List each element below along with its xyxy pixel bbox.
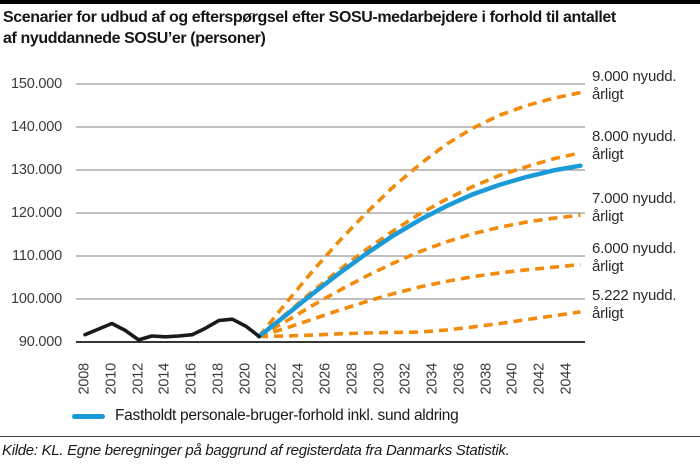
x-axis-label: 2018 xyxy=(210,363,227,395)
x-axis-label: 2016 xyxy=(183,363,200,395)
scenario-label-nyudd-5222: 5.222 nyudd. årligt xyxy=(592,286,677,322)
x-axis-label: 2040 xyxy=(504,363,521,395)
series-nyudd-7000 xyxy=(258,213,581,338)
top-rule xyxy=(0,0,700,4)
chart-title-line2: af nyuddannede SOSU’er (personer) xyxy=(3,30,266,47)
x-axis-label: 2032 xyxy=(397,363,414,395)
y-axis-label: 150.000 xyxy=(10,76,62,92)
y-axis-label: 120.000 xyxy=(10,205,62,221)
series-nyudd-5222 xyxy=(259,310,581,339)
y-axis-label: 90.000 xyxy=(18,334,62,350)
x-axis-label: 2030 xyxy=(371,363,388,395)
x-axis-label: 2020 xyxy=(237,363,254,395)
y-axis-label: 130.000 xyxy=(10,162,62,178)
source-note: Kilde: KL. Egne beregninger på baggrund … xyxy=(2,442,510,459)
x-axis-label: 2012 xyxy=(130,363,147,395)
legend-label: Fastholdt personale-bruger-forhold inkl.… xyxy=(115,407,459,424)
scenario-label-nyudd-7000: 7.000 nyudd. årligt xyxy=(592,190,677,226)
x-axis-label: 2028 xyxy=(344,363,361,395)
x-axis-label: 2038 xyxy=(478,363,495,395)
x-axis-label: 2022 xyxy=(263,363,280,395)
chart-title: Scenarier for udbud af og efterspørgsel … xyxy=(3,7,700,49)
x-axis-label: 2010 xyxy=(103,363,120,395)
scenario-label-nyudd-9000: 9.000 nyudd. årligt xyxy=(592,67,677,103)
series-fastholdt-personale-bruger-forhold xyxy=(256,163,583,339)
x-axis-label: 2044 xyxy=(558,363,575,395)
chart-title-line1: Scenarier for udbud af og efterspørgsel … xyxy=(3,9,616,26)
x-axis-label: 2034 xyxy=(424,363,441,395)
scenario-label-nyudd-8000: 8.000 nyudd. årligt xyxy=(592,127,677,163)
x-axis-label: 2024 xyxy=(290,363,307,395)
x-axis-label: 2014 xyxy=(156,363,173,395)
y-axis-label: 110.000 xyxy=(12,248,62,264)
x-axis-label: 2008 xyxy=(76,363,93,395)
y-axis-label: 100.000 xyxy=(10,291,62,307)
x-axis-label: 2042 xyxy=(531,363,548,395)
series-historisk-udbud xyxy=(83,317,261,342)
source-rule xyxy=(0,436,700,437)
scenario-label-nyudd-6000: 6.000 nyudd. årligt xyxy=(592,239,677,275)
x-axis-label: 2026 xyxy=(317,363,334,395)
legend: Fastholdt personale-bruger-forhold inkl.… xyxy=(72,406,459,426)
series-nyudd-8000 xyxy=(257,151,581,338)
series-nyudd-6000 xyxy=(258,262,581,339)
y-axis-label: 140.000 xyxy=(10,119,62,135)
x-axis-label: 2036 xyxy=(451,363,468,395)
legend-swatch xyxy=(72,413,105,419)
